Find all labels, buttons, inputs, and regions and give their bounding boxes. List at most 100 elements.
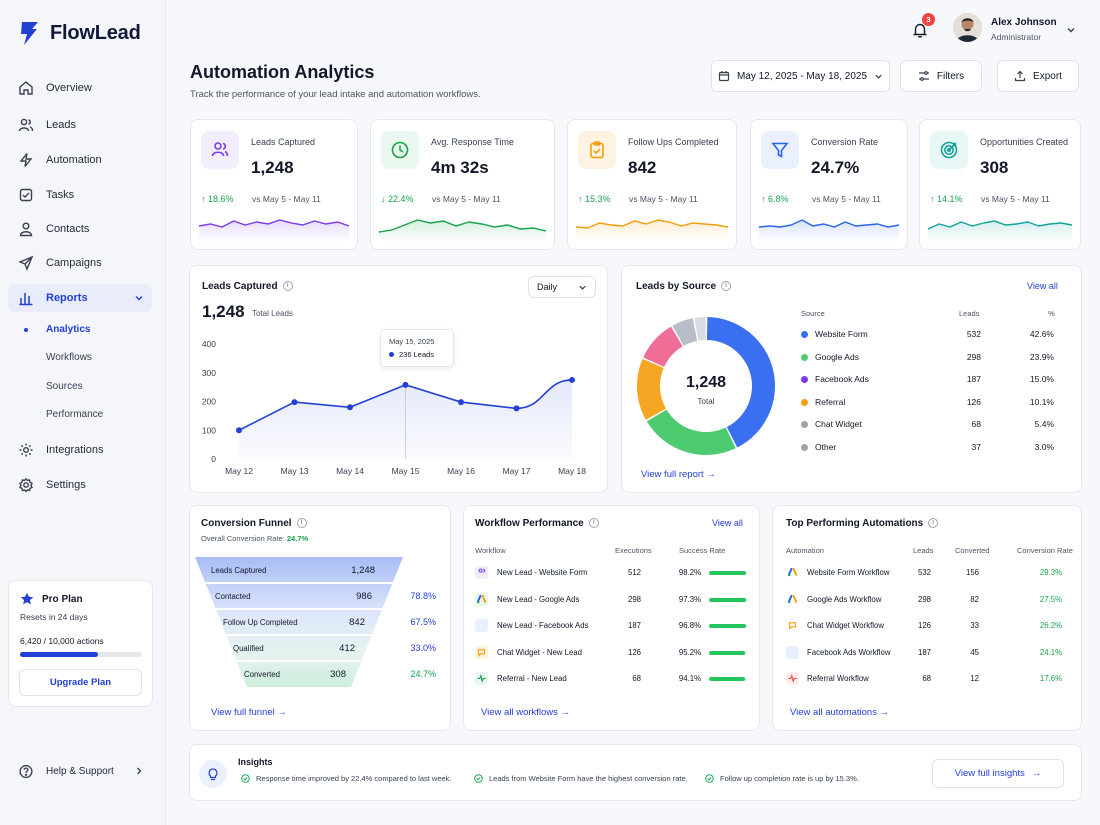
x-tick-label: May 12: [225, 466, 253, 476]
sidebar-subitem-analytics[interactable]: Analytics: [46, 324, 91, 335]
insights-title: Insights: [238, 757, 273, 767]
check-circle-icon: [241, 774, 250, 783]
automation-name[interactable]: Facebook Ads Workflow: [807, 647, 891, 657]
workflow-name[interactable]: New Lead - Google Ads: [497, 594, 580, 604]
upgrade-plan-button[interactable]: Upgrade Plan: [19, 669, 142, 696]
data-point-may-17[interactable]: [513, 405, 520, 412]
x-tick-label: May 15: [392, 466, 420, 476]
funnel-stage-label: Converted: [244, 670, 280, 679]
workflow-success-rate: 98.2%: [678, 568, 701, 577]
period-select[interactable]: Daily: [528, 276, 596, 298]
plan-card: Pro Plan Resets in 24 days 6,420 / 10,00…: [8, 580, 153, 707]
sidebar-item-leads[interactable]: Leads: [8, 111, 152, 139]
sidebar-item-label: Automation: [46, 154, 102, 166]
sparkline-line: [379, 219, 546, 233]
info-icon[interactable]: i: [588, 518, 599, 529]
data-point-may-16[interactable]: [458, 399, 464, 406]
funnel-stage-label: Contacted: [215, 592, 251, 601]
sidebar-item-automation[interactable]: Automation: [8, 146, 152, 174]
col-source: Source: [801, 309, 825, 318]
info-icon[interactable]: i: [928, 518, 939, 529]
automation-name[interactable]: Referral Workflow: [807, 674, 869, 683]
sidebar-item-campaigns[interactable]: Campaigns: [8, 249, 152, 277]
activity-icon: [788, 674, 797, 683]
donut-slice-google-ads[interactable]: [646, 409, 736, 455]
series-line: [238, 379, 573, 431]
view-all-workflows-link[interactable]: View all workflows →: [481, 707, 571, 718]
sidebar-subitem-performance[interactable]: Performance: [46, 409, 104, 420]
info-icon[interactable]: i: [296, 518, 307, 529]
kpi-icon-wrap: [381, 131, 419, 169]
workflow-success-rate: 97.3%: [678, 594, 701, 604]
filters-button[interactable]: Filters: [900, 60, 982, 92]
kpi-card-leads-captured[interactable]: Leads Captured 1,248 ↑ 18.6% vs May 5 - May…: [190, 119, 358, 250]
automation-leads: 187: [917, 647, 931, 657]
workflows-view-all-link[interactable]: View all: [712, 518, 743, 528]
col-leads: Leads: [959, 309, 980, 318]
data-point-may-13[interactable]: [291, 399, 298, 406]
info-icon[interactable]: i: [282, 281, 293, 292]
help-support-link[interactable]: Help & Support: [8, 757, 152, 785]
sidebar-subitem-workflows[interactable]: Workflows: [46, 352, 92, 363]
workflow-name[interactable]: Referral - New Lead: [497, 674, 567, 683]
donut-slice-other[interactable]: [694, 317, 706, 341]
sidebar-item-integrations[interactable]: Integrations: [8, 436, 152, 464]
plan-usage: 6,420 / 10,000 actions: [20, 636, 104, 646]
sidebar-item-contacts[interactable]: Contacts: [8, 215, 152, 243]
donut-slice-website-form[interactable]: [706, 317, 775, 448]
conversion-funnel-card: Conversion Funnel i Overall Conversion Ra…: [189, 505, 451, 731]
workflow-name[interactable]: New Lead - Website Form: [497, 568, 588, 577]
data-point-may-18[interactable]: [569, 376, 575, 383]
kpi-card-opportunities-created[interactable]: Opportunities Created 308 ↑ 14.1% vs May 5 …: [919, 119, 1081, 250]
notifications-button[interactable]: 3: [911, 13, 935, 40]
view-full-funnel-link[interactable]: View full funnel →: [211, 707, 287, 718]
kpi-card-follow-ups-completed[interactable]: Follow Ups Completed 842 ↑ 15.3% vs May 5 -…: [567, 119, 737, 250]
kpi-card-avg-response-time[interactable]: Avg. Response Time 4m 32s ↓ 22.4% vs May 5 …: [370, 119, 555, 250]
chevron-right-icon: [137, 767, 142, 775]
donut-slice-facebook-ads[interactable]: [637, 358, 666, 420]
automation-leads: 532: [917, 568, 931, 577]
view-full-report-link[interactable]: View full report →: [641, 469, 716, 480]
filter-sliders-icon: [918, 71, 929, 81]
kpi-sparkline: [199, 219, 349, 242]
sidebar-item-overview[interactable]: Overview: [8, 74, 152, 102]
sparkline-area: [199, 220, 349, 242]
tooltip-value: 236 Leads: [399, 350, 435, 359]
info-icon[interactable]: i: [721, 281, 732, 292]
data-point-may-15[interactable]: [402, 381, 409, 388]
sidebar-item-settings[interactable]: Settings: [8, 471, 152, 499]
sidebar-item-reports[interactable]: Reports: [8, 284, 152, 312]
sidebar-subitem-sources[interactable]: Sources: [46, 381, 83, 392]
funnel-stage-label: Qualified: [233, 644, 264, 653]
date-range-picker[interactable]: May 12, 2025 - May 18, 2025: [711, 60, 890, 92]
kpi-icon-wrap: [761, 131, 799, 169]
user-menu-chevron-icon[interactable]: [1066, 25, 1076, 35]
donut-slice-referral[interactable]: [643, 326, 683, 367]
flowlead-logo-icon: [21, 22, 38, 45]
kpi-label: Follow Ups Completed: [628, 137, 719, 147]
avatar[interactable]: [953, 13, 982, 42]
automation-name[interactable]: Google Ads Workflow: [807, 594, 882, 604]
data-point-may-12[interactable]: [236, 427, 242, 434]
view-full-insights-button[interactable]: View full insights →: [932, 759, 1064, 788]
export-button[interactable]: Export: [997, 60, 1079, 92]
user-role: Administrator: [991, 32, 1042, 42]
data-point-may-14[interactable]: [347, 404, 353, 411]
automation-name[interactable]: Website Form Workflow: [807, 568, 890, 577]
kpi-change: ↑ 14.1%: [930, 194, 963, 204]
kpi-card-conversion-rate[interactable]: Conversion Rate 24.7% ↑ 6.8% vs May 5 - May…: [750, 119, 908, 250]
automation-converted: 12: [970, 674, 979, 683]
user-icon: [19, 222, 33, 237]
kpi-sparkline: [759, 219, 899, 242]
col-executions: Executions: [615, 546, 652, 555]
sources-view-all-link[interactable]: View all: [1027, 281, 1058, 291]
workflow-name[interactable]: Chat Widget - New Lead: [497, 647, 582, 657]
automation-converted: 45: [970, 647, 979, 657]
donut-slice-chat-widget[interactable]: [672, 318, 698, 346]
sidebar-item-tasks[interactable]: Tasks: [8, 181, 152, 209]
workflow-name[interactable]: New Lead - Facebook Ads: [497, 621, 589, 630]
automation-name[interactable]: Chat Widget Workflow: [807, 621, 884, 630]
chat-icon: [477, 648, 486, 657]
logo[interactable]: FlowLead: [18, 20, 141, 46]
view-all-automations-link[interactable]: View all automations →: [790, 707, 890, 718]
